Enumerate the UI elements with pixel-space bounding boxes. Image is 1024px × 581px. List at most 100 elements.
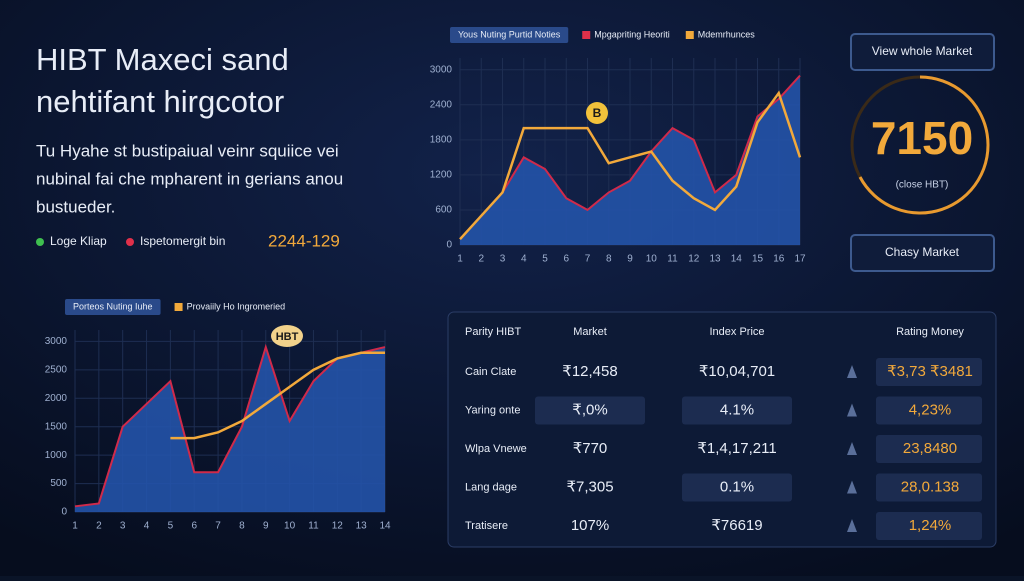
legend-label: Mdemrhunces (698, 29, 756, 39)
cell-box (876, 435, 982, 463)
area (75, 347, 385, 512)
table-header: Rating Money (896, 326, 964, 338)
button-label[interactable]: View whole Market (872, 44, 973, 58)
highlight-value: 2244-129 (268, 231, 340, 250)
x-tick-label: 12 (332, 521, 344, 532)
x-tick-label: 7 (585, 254, 591, 265)
x-tick-label: 8 (239, 521, 245, 532)
table-cell: 23,8480 (903, 440, 957, 457)
y-tick-label: 3000 (45, 336, 68, 347)
x-tick-label: 6 (191, 521, 197, 532)
row-label: Tratisere (465, 520, 508, 532)
gauge-value: 7150 (871, 112, 973, 164)
x-tick-label: 16 (773, 254, 785, 265)
x-tick-label: 7 (215, 521, 221, 532)
gauge-arc (858, 75, 990, 215)
x-tick-label: 9 (627, 254, 633, 265)
x-tick-label: 14 (379, 521, 391, 532)
table-header: Index Price (709, 326, 764, 338)
table-cell: ₹770 (573, 440, 608, 457)
description: nubinal fai che mpharent in gerians anou (36, 169, 343, 188)
title: nehtifant hirgcotor (36, 84, 284, 119)
x-tick-label: 17 (794, 254, 806, 265)
x-tick-label: 1 (457, 254, 463, 265)
table-cell: 4,23% (909, 401, 952, 418)
row-icon (847, 403, 857, 417)
x-tick-label: 1 (72, 521, 78, 532)
table-cell: 28,0.138 (901, 478, 959, 495)
table-cell: ₹,0% (572, 401, 607, 418)
x-tick-label: 11 (667, 254, 678, 265)
legend-swatch (582, 31, 591, 39)
table-header: Market (573, 326, 607, 338)
legend-box (450, 27, 569, 43)
button-label[interactable]: Chasy Market (885, 245, 960, 259)
cell-box (876, 396, 982, 425)
line (170, 351, 385, 440)
legend-label: Ispetomergit bin (140, 234, 225, 248)
area-edge (459, 74, 801, 240)
gauge-caption: (close HBT) (896, 180, 949, 191)
marker-badge (586, 102, 608, 124)
y-tick-label: 1200 (430, 170, 453, 181)
title: HIBT Maxeci sand (36, 42, 289, 77)
legend-box (65, 299, 161, 315)
table-header: Parity HIBT (465, 326, 522, 338)
cell-box (876, 512, 982, 540)
button[interactable] (850, 33, 995, 71)
cell-box (682, 396, 792, 425)
x-tick-label: 6 (563, 254, 569, 265)
x-tick-label: 14 (731, 254, 743, 265)
legend-swatch (174, 303, 183, 311)
cell-box (535, 396, 645, 425)
table-cell: ₹10,04,701 (699, 363, 775, 380)
legend-swatch (685, 31, 694, 39)
table-cell: ₹3,73 ₹3481 (887, 363, 973, 380)
description: Tu Hyahe st bustipaiual veinr squiice ve… (36, 141, 339, 160)
description: bustueder. (36, 197, 115, 216)
table-cell: 0.1% (720, 478, 754, 495)
x-tick-label: 13 (709, 254, 721, 265)
table-cell: ₹7,305 (566, 478, 613, 495)
x-tick-label: 13 (356, 521, 368, 532)
area (460, 75, 800, 245)
legend-dot (36, 238, 44, 246)
x-tick-label: 5 (168, 521, 174, 532)
y-tick-label: 1500 (45, 421, 68, 432)
x-tick-label: 12 (688, 254, 700, 265)
x-tick-label: 9 (263, 521, 269, 532)
row-icon (847, 480, 857, 494)
y-tick-label: 0 (446, 240, 452, 251)
y-tick-label: 1800 (430, 134, 453, 145)
row-icon (847, 442, 857, 455)
line (459, 90, 802, 240)
x-tick-label: 3 (500, 254, 506, 265)
row-label: Yaring onte (465, 404, 520, 416)
y-tick-label: 2000 (45, 393, 68, 404)
y-tick-label: 2400 (430, 99, 453, 110)
x-tick-label: 4 (144, 521, 150, 532)
table-cell: ₹12,458 (562, 363, 617, 380)
legend-label: Loge Kliap (50, 234, 107, 248)
x-tick-label: 5 (542, 254, 548, 265)
x-tick-label: 10 (284, 521, 296, 532)
area-edge (74, 343, 386, 508)
cell-box (682, 473, 792, 502)
table-cell: 4.1% (720, 401, 754, 418)
marker-badge (271, 325, 303, 347)
cell-box (876, 473, 982, 502)
button[interactable] (850, 234, 995, 272)
row-label: Lang dage (465, 481, 517, 493)
x-tick-label: 8 (606, 254, 612, 265)
cell-box (876, 358, 982, 386)
marker-label: B (593, 106, 602, 120)
legend-label: Yous Nuting Purtid Noties (458, 29, 561, 39)
y-tick-label: 500 (50, 478, 67, 489)
table-cell: ₹1,4,17,211 (697, 440, 776, 457)
row-label: Cain Clate (465, 366, 516, 378)
x-tick-label: 4 (521, 254, 527, 265)
legend-label: Provaiily Ho Ingromeried (187, 301, 286, 311)
y-tick-label: 3000 (430, 64, 453, 75)
